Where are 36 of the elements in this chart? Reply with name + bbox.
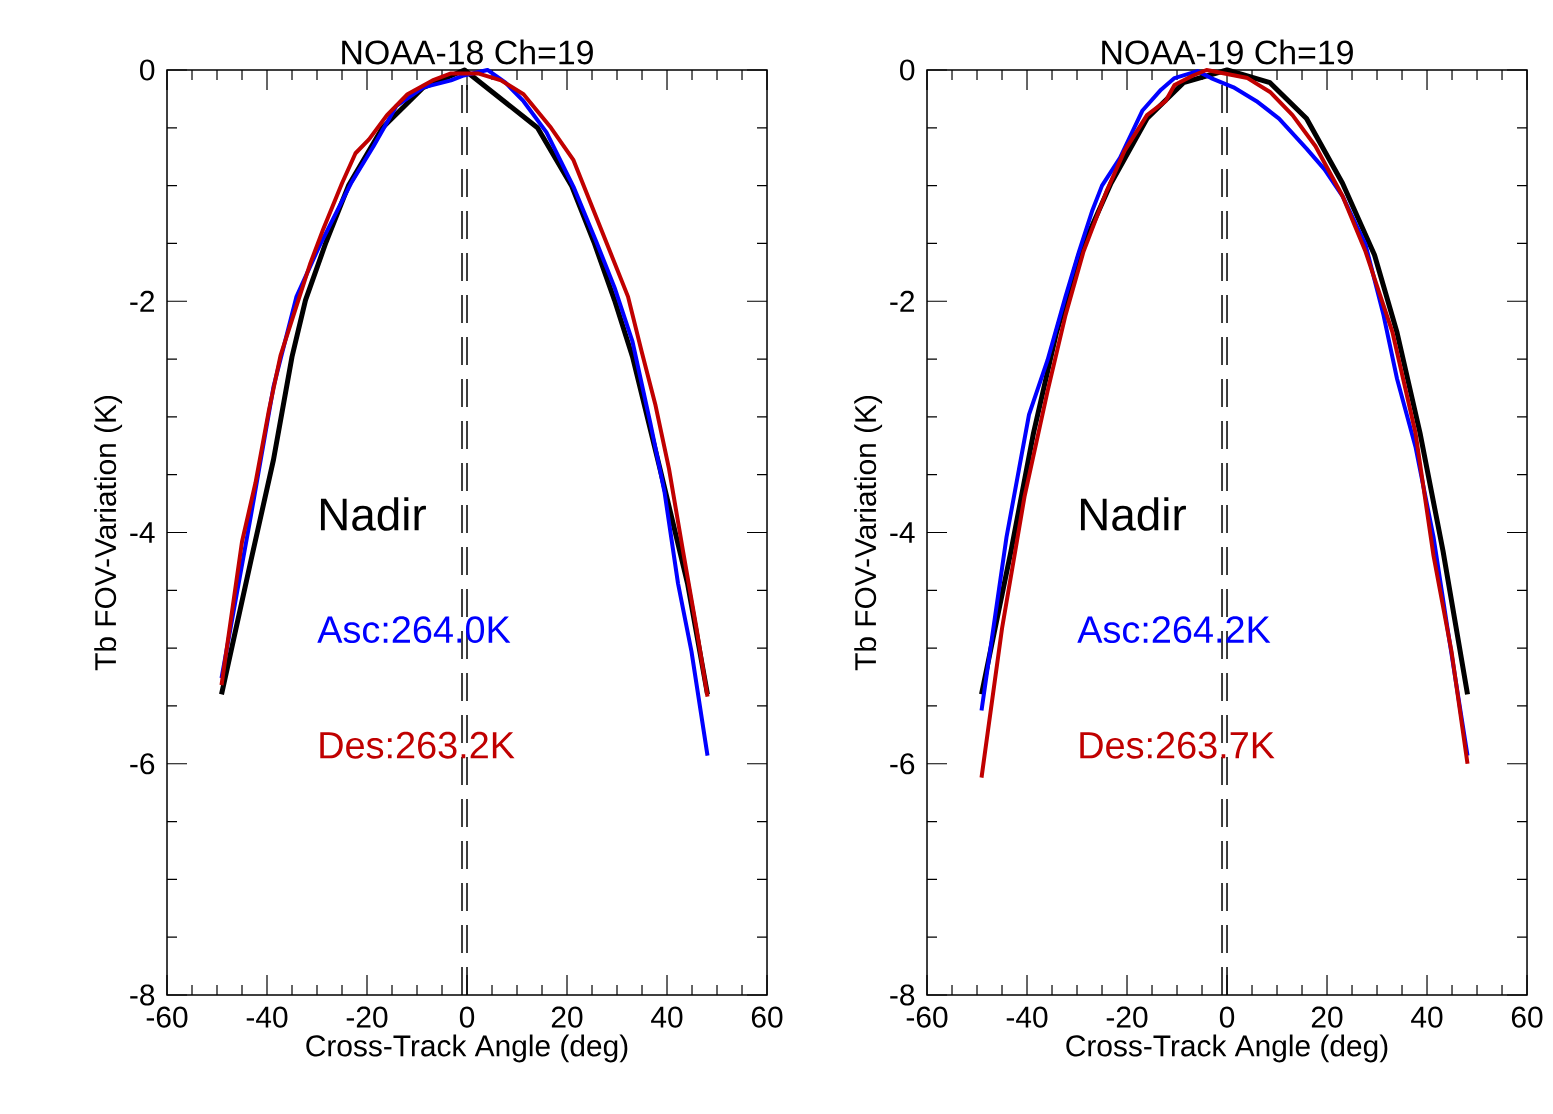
x-tick-label: 40 <box>1411 1006 1443 1028</box>
text: Asc:264.2K <box>1077 616 1271 644</box>
y-tick-label: -2 <box>130 290 154 312</box>
x-tick-label: 0 <box>1219 1006 1235 1028</box>
y-tick-label: -8 <box>890 984 915 1006</box>
y-tick-label: -4 <box>890 522 915 543</box>
x-tick-label: 0 <box>459 1006 475 1028</box>
x-tick-label: 20 <box>1311 1006 1343 1028</box>
x-axis-title: Cross-Track Angle (deg) <box>1066 1034 1388 1063</box>
x-axis-title: Cross-Track Angle (deg) <box>306 1034 628 1063</box>
y-tick-label: 0 <box>900 59 915 81</box>
x-tick-label: -40 <box>246 1006 288 1028</box>
chart-title: NOAA-18 Ch=19 <box>342 39 593 65</box>
x-tick-label: -60 <box>906 1006 948 1028</box>
text: Asc:264.0K <box>317 616 511 644</box>
y-tick-label: -2 <box>890 290 914 312</box>
x-tick-label: 60 <box>751 1006 783 1028</box>
x-tick-label: 60 <box>1511 1006 1543 1028</box>
text: Des:263.7K <box>1080 731 1275 759</box>
y-tick-label: -4 <box>130 522 155 543</box>
x-tick-label: -20 <box>346 1006 388 1028</box>
annotation: Nadir <box>1080 497 1186 531</box>
x-tick-label: 20 <box>551 1006 583 1028</box>
x-tick-label: -20 <box>1106 1006 1148 1028</box>
x-tick-label: -60 <box>146 1006 188 1028</box>
y-axis-title: Tb FOV-Variation (K) <box>94 395 123 671</box>
annotation: Nadir <box>320 497 426 531</box>
y-axis-title: Tb FOV-Variation (K) <box>854 395 883 671</box>
x-tick-label: -40 <box>1006 1006 1048 1028</box>
chart-title: NOAA-19 Ch=19 <box>1102 39 1353 65</box>
y-tick-label: -6 <box>130 753 155 775</box>
text: Des:263.2K <box>320 731 515 759</box>
y-tick-label: 0 <box>140 59 155 81</box>
x-tick-label: 40 <box>651 1006 683 1028</box>
y-tick-label: -8 <box>130 984 155 1006</box>
y-tick-label: -6 <box>890 753 915 775</box>
